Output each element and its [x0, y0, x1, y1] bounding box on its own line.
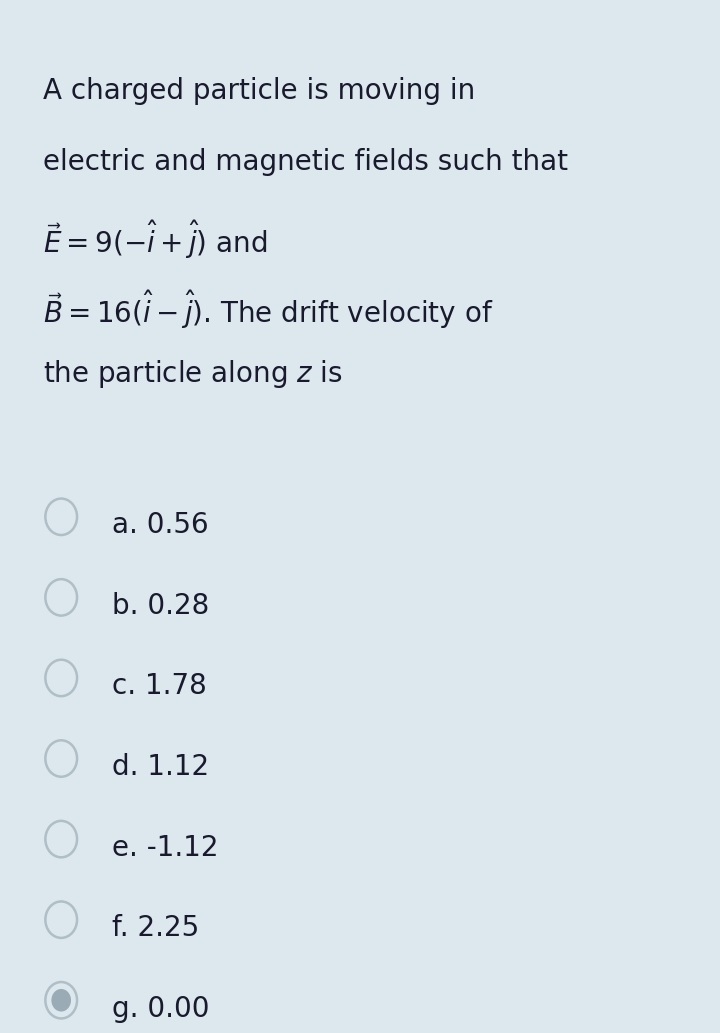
- Text: c. 1.78: c. 1.78: [112, 672, 207, 700]
- Text: a. 0.56: a. 0.56: [112, 511, 208, 539]
- Text: f. 2.25: f. 2.25: [112, 914, 199, 942]
- Ellipse shape: [45, 580, 77, 616]
- Ellipse shape: [45, 821, 77, 857]
- Text: the particle along $z$ is: the particle along $z$ is: [43, 358, 343, 390]
- Ellipse shape: [45, 982, 77, 1019]
- Ellipse shape: [45, 499, 77, 535]
- Text: b. 0.28: b. 0.28: [112, 592, 209, 620]
- Ellipse shape: [45, 741, 77, 777]
- Text: electric and magnetic fields such that: electric and magnetic fields such that: [43, 148, 568, 176]
- Text: d. 1.12: d. 1.12: [112, 753, 209, 781]
- Text: e. -1.12: e. -1.12: [112, 834, 218, 862]
- Text: $\vec{E} = 9(-\hat{i} + \hat{j})$ and: $\vec{E} = 9(-\hat{i} + \hat{j})$ and: [43, 218, 267, 261]
- Ellipse shape: [45, 902, 77, 938]
- Text: $\vec{B} = 16(\hat{i} - \hat{j})$. The drift velocity of: $\vec{B} = 16(\hat{i} - \hat{j})$. The d…: [43, 288, 494, 332]
- Ellipse shape: [51, 989, 71, 1011]
- Text: g. 0.00: g. 0.00: [112, 995, 209, 1023]
- Ellipse shape: [45, 660, 77, 696]
- Text: A charged particle is moving in: A charged particle is moving in: [43, 77, 475, 105]
